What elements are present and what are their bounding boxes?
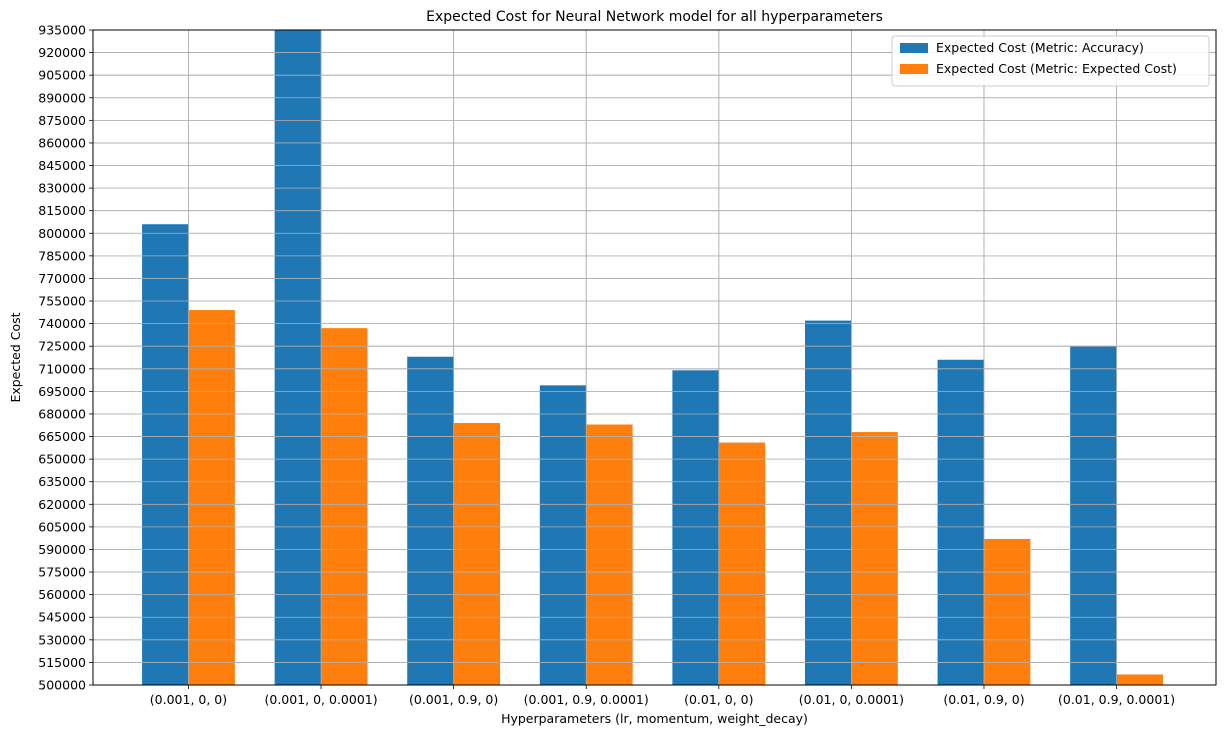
bar-expected-cost: [453, 423, 501, 685]
x-tick-label: (0.01, 0, 0): [684, 692, 753, 707]
y-tick-label: 890000: [38, 90, 86, 105]
y-tick-label: 800000: [38, 226, 86, 241]
x-axis-label: Hyperparameters (lr, momentum, weight_de…: [501, 711, 808, 726]
bar-accuracy: [539, 385, 587, 685]
y-axis-label: Expected Cost: [8, 312, 23, 402]
bar-accuracy: [937, 359, 984, 685]
bar-accuracy: [142, 224, 189, 685]
y-tick-label: 620000: [38, 497, 86, 512]
bar-expected-cost: [188, 310, 235, 685]
bar-expected-cost: [718, 442, 766, 685]
legend-swatch-expected-cost: [900, 64, 928, 74]
y-tick-label: 815000: [38, 203, 86, 218]
y-tick-label: 875000: [38, 113, 86, 128]
bar-accuracy: [274, 30, 322, 685]
bar-accuracy: [407, 356, 454, 685]
y-tick-label: 680000: [38, 406, 86, 421]
legend-label-accuracy: Expected Cost (Metric: Accuracy): [936, 40, 1144, 55]
x-tick-label: (0.001, 0, 0): [150, 692, 227, 707]
y-tick-label: 905000: [38, 68, 86, 83]
y-tick-label: 590000: [38, 542, 86, 557]
y-tick-label: 770000: [38, 271, 86, 286]
bar-expected-cost: [321, 328, 368, 685]
y-tick-label: 860000: [38, 135, 86, 150]
ticks-layer: 500000 515000 530000 545000 560000 575000 5900…: [38, 23, 1175, 708]
chart-title: Expected Cost for Neural Network model f…: [426, 9, 883, 25]
y-tick-label: 695000: [38, 384, 86, 399]
y-tick-label: 830000: [38, 181, 86, 196]
y-tick-label: 560000: [38, 587, 86, 602]
x-tick-label: (0.01, 0, 0.0001): [799, 692, 904, 707]
y-tick-label: 725000: [38, 339, 86, 354]
y-tick-label: 920000: [38, 45, 86, 60]
y-tick-label: 740000: [38, 316, 86, 331]
legend-box: [891, 35, 1210, 87]
plot-frame: [92, 29, 1217, 686]
y-tick-label: 785000: [38, 248, 86, 263]
legend-swatch-accuracy: [900, 43, 928, 53]
x-tick-label: (0.001, 0, 0.0001): [264, 692, 377, 707]
y-tick-label: 635000: [38, 474, 86, 489]
x-tick-label: (0.001, 0.9, 0): [409, 692, 498, 707]
y-tick-label: 665000: [38, 429, 86, 444]
y-tick-label: 515000: [38, 655, 86, 670]
y-tick-label: 845000: [38, 158, 86, 173]
y-tick-label: 575000: [38, 565, 86, 580]
y-tick-label: 935000: [38, 23, 86, 38]
bar-accuracy: [672, 370, 719, 685]
bar-expected-cost: [586, 424, 633, 685]
y-tick-label: 710000: [38, 361, 86, 376]
y-tick-label: 545000: [38, 610, 86, 625]
y-tick-label: 650000: [38, 452, 86, 467]
y-tick-label: 755000: [38, 294, 86, 309]
y-tick-label: 500000: [38, 678, 86, 693]
bar-expected-cost: [1116, 674, 1163, 685]
x-tick-label: (0.01, 0.9, 0): [943, 692, 1024, 707]
x-tick-label: (0.01, 0.9, 0.0001): [1058, 692, 1175, 707]
bar-accuracy: [804, 320, 852, 685]
y-tick-label: 605000: [38, 519, 86, 534]
x-tick-label: (0.001, 0.9, 0.0001): [524, 692, 649, 707]
legend-label-expected-cost: Expected Cost (Metric: Expected Cost): [936, 61, 1177, 76]
y-tick-label: 530000: [38, 632, 86, 647]
bar-expected-cost: [851, 432, 898, 685]
bar-expected-cost: [983, 538, 1031, 685]
bar-accuracy: [1070, 346, 1117, 685]
legend: Expected Cost (Metric: Accuracy) Expecte…: [891, 35, 1210, 87]
